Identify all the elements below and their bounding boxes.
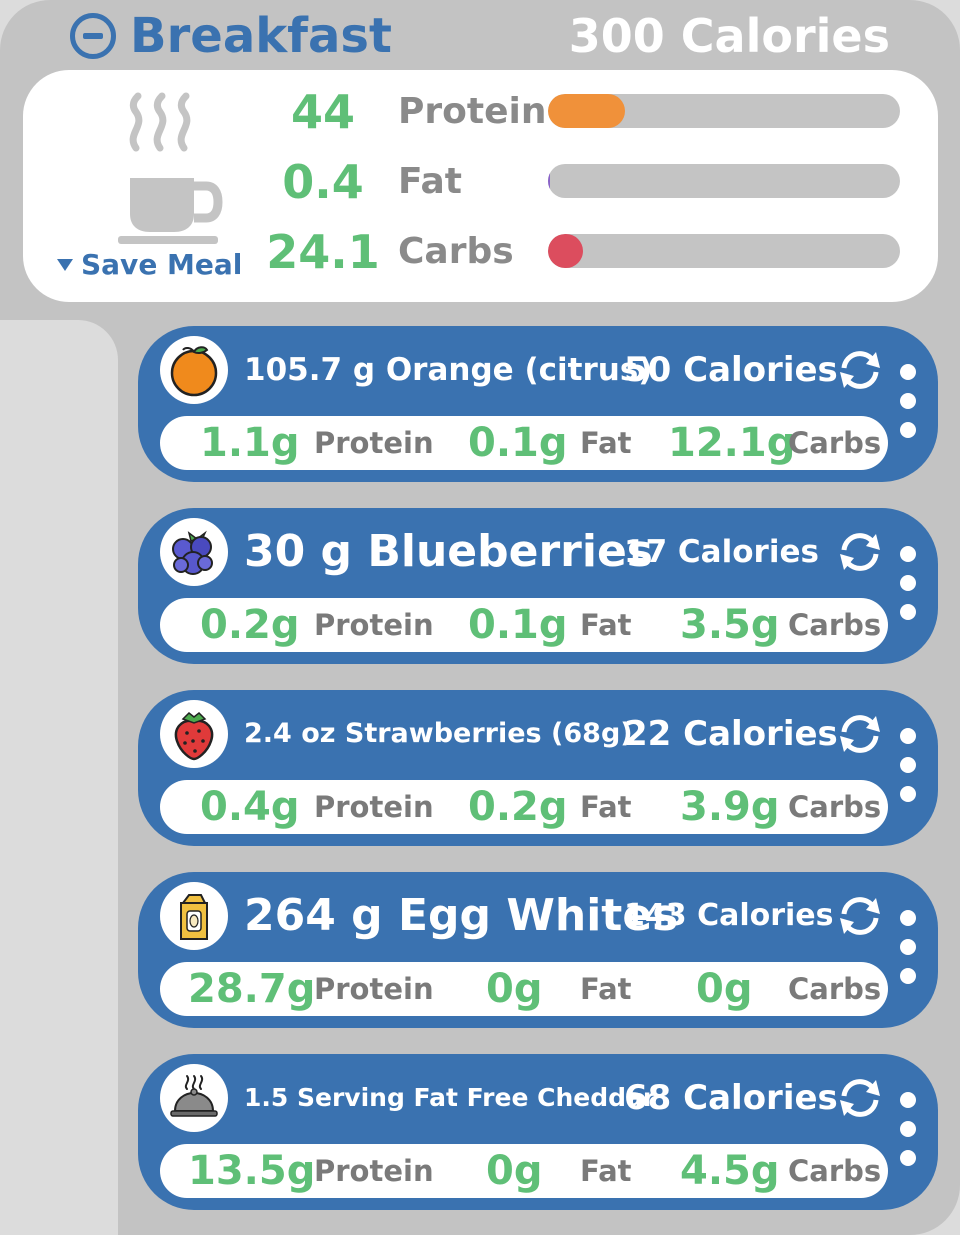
fat-value: 0g xyxy=(486,966,543,1012)
food-calories: 50 Calories xyxy=(624,350,838,390)
food-item-card[interactable]: 30 g Blueberries 17 Calories 0.2g Protei… xyxy=(138,508,938,664)
more-options-icon[interactable] xyxy=(898,910,918,988)
refresh-icon[interactable] xyxy=(836,348,884,392)
protein-value: 1.1g xyxy=(200,420,300,466)
caret-down-icon xyxy=(57,258,73,271)
macro-progress-bar xyxy=(548,164,900,198)
carbs-label: Carbs xyxy=(788,972,882,1006)
food-macros-row: 28.7g Protein 0g Fat 0g Carbs xyxy=(160,962,888,1016)
food-name: 30 g Blueberries xyxy=(244,526,653,577)
fat-label: Fat xyxy=(580,972,632,1006)
protein-label: Protein xyxy=(314,972,434,1006)
panel-cutout xyxy=(0,320,118,1235)
meal-calories: 300 Calories xyxy=(568,9,890,63)
carbs-value: 3.5g xyxy=(680,602,780,648)
macro-value: 24.1 xyxy=(266,225,380,279)
strawberry-icon xyxy=(160,700,228,768)
macro-row-protein: 44 Protein xyxy=(0,84,960,140)
fat-value: 0.1g xyxy=(468,420,568,466)
food-calories: 22 Calories xyxy=(624,714,838,754)
carbs-value: 0g xyxy=(696,966,753,1012)
egg-carton-icon xyxy=(160,882,228,950)
meal-title: Breakfast xyxy=(130,8,392,64)
meal-header: Breakfast xyxy=(70,6,392,66)
coffee-cup-icon xyxy=(118,92,223,244)
food-name: 105.7 g Orange (citrus) xyxy=(244,352,653,388)
food-macros-row: 0.4g Protein 0.2g Fat 3.9g Carbs xyxy=(160,780,888,834)
cloche-icon xyxy=(160,1064,228,1132)
food-item-card[interactable]: 264 g Egg Whites 143 Calories 28.7g Prot… xyxy=(138,872,938,1028)
food-item-card[interactable]: 1.5 Serving Fat Free Cheddar 68 Calories… xyxy=(138,1054,938,1210)
food-name: 264 g Egg Whites xyxy=(244,890,679,941)
refresh-icon[interactable] xyxy=(836,712,884,756)
food-item-card[interactable]: 2.4 oz Strawberries (68g) 22 Calories 0.… xyxy=(138,690,938,846)
fat-value: 0.1g xyxy=(468,602,568,648)
fat-label: Fat xyxy=(580,426,632,460)
food-name: 1.5 Serving Fat Free Cheddar xyxy=(244,1083,656,1112)
macro-progress-bar xyxy=(548,234,900,268)
save-meal-button[interactable]: Save Meal xyxy=(57,248,242,281)
carbs-value: 4.5g xyxy=(680,1148,780,1194)
refresh-icon[interactable] xyxy=(836,1076,884,1120)
macro-value: 44 xyxy=(290,85,355,139)
protein-value: 0.4g xyxy=(200,784,300,830)
macro-label: Protein xyxy=(398,91,547,132)
macro-row-carbs: 24.1 Carbs xyxy=(0,224,960,280)
refresh-icon[interactable] xyxy=(836,894,884,938)
refresh-icon[interactable] xyxy=(836,530,884,574)
more-options-icon[interactable] xyxy=(898,1092,918,1170)
fat-label: Fat xyxy=(580,1154,632,1188)
protein-label: Protein xyxy=(314,790,434,824)
macro-progress-fill xyxy=(548,164,550,198)
blueberries-icon xyxy=(160,518,228,586)
protein-value: 0.2g xyxy=(200,602,300,648)
fat-value: 0.2g xyxy=(468,784,568,830)
collapse-minus-icon[interactable] xyxy=(70,13,116,59)
fat-label: Fat xyxy=(580,790,632,824)
carbs-label: Carbs xyxy=(788,426,882,460)
save-meal-label: Save Meal xyxy=(81,248,243,281)
protein-label: Protein xyxy=(314,1154,434,1188)
food-macros-row: 0.2g Protein 0.1g Fat 3.5g Carbs xyxy=(160,598,888,652)
food-macros-row: 13.5g Protein 0g Fat 4.5g Carbs xyxy=(160,1144,888,1198)
macro-label: Fat xyxy=(398,161,462,202)
food-calories: 143 Calories xyxy=(624,898,834,933)
fat-label: Fat xyxy=(580,608,632,642)
protein-label: Protein xyxy=(314,608,434,642)
orange-icon xyxy=(160,336,228,404)
more-options-icon[interactable] xyxy=(898,364,918,442)
macro-progress-fill xyxy=(548,234,584,268)
macro-label: Carbs xyxy=(398,231,514,272)
carbs-value: 12.1g xyxy=(668,420,796,466)
macro-progress-bar xyxy=(548,94,900,128)
protein-value: 28.7g xyxy=(188,966,316,1012)
fat-value: 0g xyxy=(486,1148,543,1194)
food-macros-row: 1.1g Protein 0.1g Fat 12.1g Carbs xyxy=(160,416,888,470)
macro-row-fat: 0.4 Fat xyxy=(0,154,960,210)
carbs-label: Carbs xyxy=(788,608,882,642)
food-calories: 17 Calories xyxy=(624,534,819,570)
carbs-label: Carbs xyxy=(788,790,882,824)
food-name: 2.4 oz Strawberries (68g) xyxy=(244,718,633,749)
macro-value: 0.4 xyxy=(282,155,364,209)
more-options-icon[interactable] xyxy=(898,546,918,624)
macro-progress-fill xyxy=(548,94,626,128)
protein-value: 13.5g xyxy=(188,1148,316,1194)
more-options-icon[interactable] xyxy=(898,728,918,806)
carbs-value: 3.9g xyxy=(680,784,780,830)
protein-label: Protein xyxy=(314,426,434,460)
food-item-card[interactable]: 105.7 g Orange (citrus) 50 Calories 1.1g… xyxy=(138,326,938,482)
carbs-label: Carbs xyxy=(788,1154,882,1188)
food-calories: 68 Calories xyxy=(624,1078,838,1118)
